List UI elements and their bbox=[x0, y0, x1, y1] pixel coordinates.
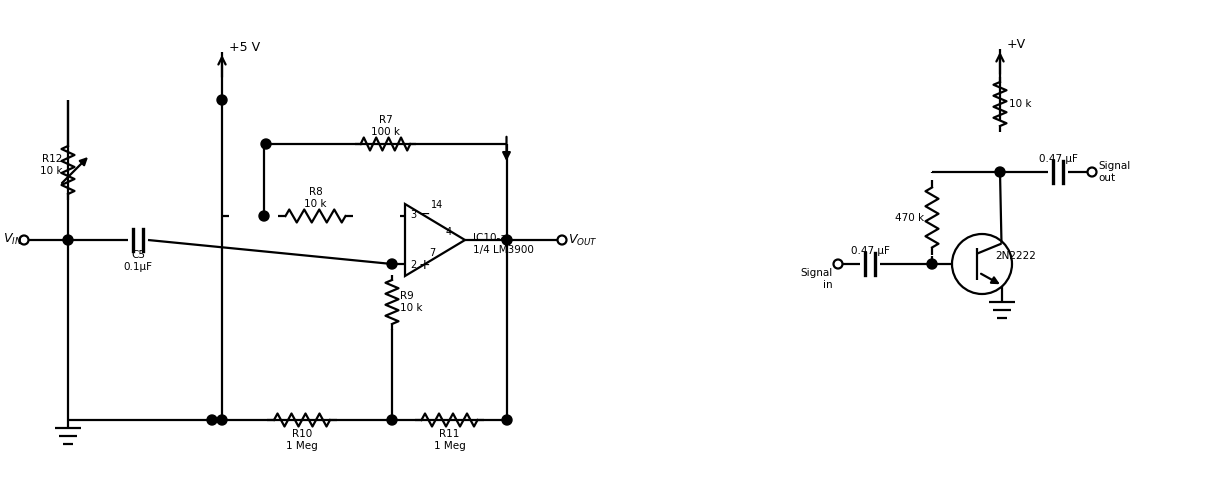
Circle shape bbox=[995, 167, 1005, 177]
Text: IC10-a
1/4 LM3900: IC10-a 1/4 LM3900 bbox=[473, 233, 533, 255]
Text: +5 V: +5 V bbox=[229, 40, 260, 54]
Text: −: − bbox=[419, 207, 431, 221]
Circle shape bbox=[217, 415, 227, 425]
Text: R10
1 Meg: R10 1 Meg bbox=[286, 429, 318, 451]
Text: 0.47 μF: 0.47 μF bbox=[850, 246, 890, 256]
Text: Signal
in: Signal in bbox=[801, 268, 833, 290]
Circle shape bbox=[261, 139, 271, 149]
Text: R7
100 k: R7 100 k bbox=[371, 115, 400, 137]
Text: 470 k: 470 k bbox=[894, 213, 924, 223]
Text: 2N2222: 2N2222 bbox=[995, 251, 1036, 261]
Text: C5
0.1μF: C5 0.1μF bbox=[123, 250, 153, 271]
Circle shape bbox=[217, 95, 227, 105]
Text: 10 k: 10 k bbox=[1009, 99, 1031, 109]
Circle shape bbox=[501, 415, 513, 425]
Text: 7: 7 bbox=[429, 248, 435, 258]
Text: R12
10 k: R12 10 k bbox=[39, 154, 62, 176]
Text: R11
1 Meg: R11 1 Meg bbox=[434, 429, 466, 451]
Text: 3: 3 bbox=[410, 210, 416, 220]
Circle shape bbox=[207, 415, 217, 425]
Text: R8
10 k: R8 10 k bbox=[304, 187, 326, 209]
Text: 14: 14 bbox=[431, 200, 444, 210]
Circle shape bbox=[387, 259, 397, 269]
Text: +V: +V bbox=[1007, 38, 1026, 51]
Text: 0.47 μF: 0.47 μF bbox=[1039, 154, 1078, 164]
Circle shape bbox=[387, 415, 397, 425]
Circle shape bbox=[259, 211, 269, 221]
Circle shape bbox=[63, 235, 73, 245]
Text: $V_{OUT}$: $V_{OUT}$ bbox=[568, 232, 598, 248]
Text: +: + bbox=[419, 258, 431, 272]
Text: 2: 2 bbox=[410, 260, 416, 270]
Text: 4: 4 bbox=[446, 227, 452, 237]
Circle shape bbox=[501, 235, 513, 245]
Text: R9
10 k: R9 10 k bbox=[400, 291, 423, 313]
Text: Signal
out: Signal out bbox=[1098, 161, 1130, 183]
Text: $V_{IN}$: $V_{IN}$ bbox=[2, 231, 22, 247]
Circle shape bbox=[926, 259, 938, 269]
